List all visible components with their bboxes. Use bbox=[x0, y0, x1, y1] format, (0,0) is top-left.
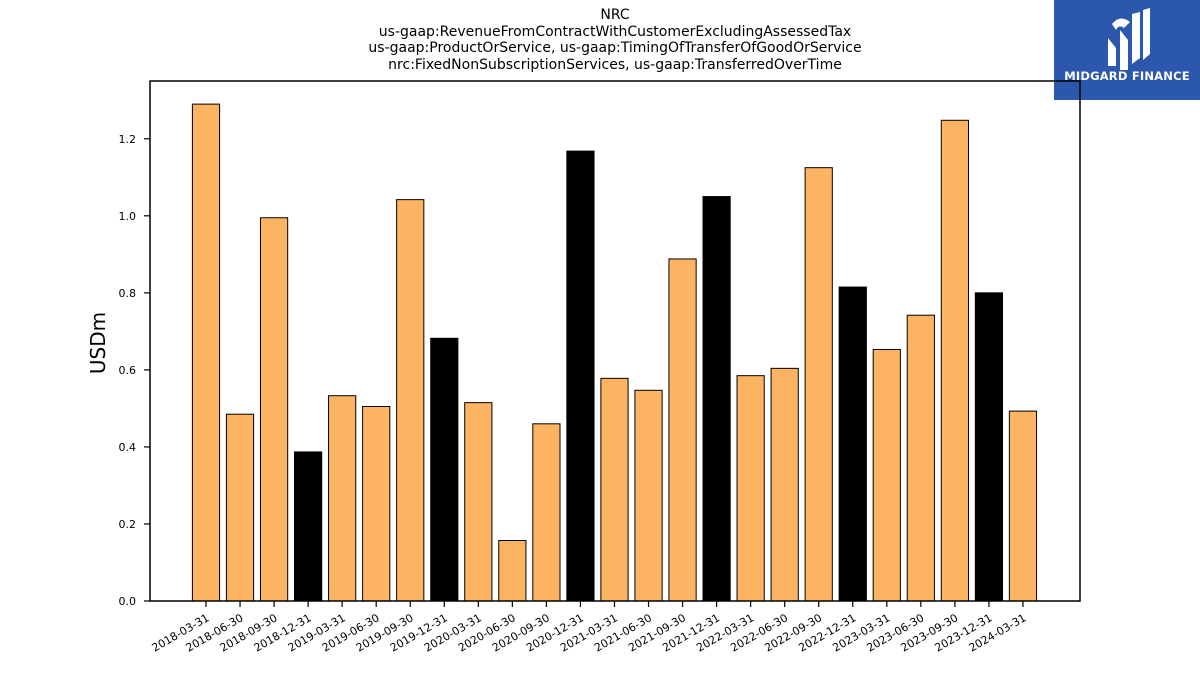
y-tick-label: 0.4 bbox=[119, 441, 137, 454]
bar-2023-09-30 bbox=[940, 119, 969, 602]
bar-2020-03-31 bbox=[464, 402, 493, 602]
chart-title-line-3: us-gaap:ProductOrService, us-gaap:Timing… bbox=[368, 40, 862, 56]
y-tick-label: 0.0 bbox=[119, 595, 137, 608]
bar-2023-03-31 bbox=[872, 348, 901, 602]
y-tick-label: 0.6 bbox=[119, 364, 137, 377]
y-axis: 0.0 0.2 0.4 0.6 0.8 1.0 1.2 bbox=[119, 133, 150, 608]
bar-2020-06-30 bbox=[498, 540, 527, 602]
bar-2018-12-31 bbox=[294, 451, 323, 602]
bar-2021-12-31 bbox=[702, 196, 731, 602]
bar-2022-06-30 bbox=[770, 367, 799, 602]
y-tick-label: 1.0 bbox=[119, 210, 137, 223]
logo-text: MIDGARD FINANCE bbox=[1064, 69, 1190, 83]
bar-2023-06-30 bbox=[906, 314, 935, 602]
bar-2022-09-30 bbox=[804, 167, 833, 602]
bar-2020-12-31 bbox=[566, 150, 595, 602]
bar-2020-09-30 bbox=[532, 423, 561, 602]
bar-2019-06-30 bbox=[362, 405, 391, 602]
bar-2021-09-30 bbox=[668, 258, 697, 602]
chart-title-line-4: nrc:FixedNonSubscriptionServices, us-gaa… bbox=[388, 56, 842, 73]
y-tick-label: 0.8 bbox=[119, 287, 137, 300]
chart-title: NRC us-gaap:RevenueFromContractWithCusto… bbox=[150, 7, 1080, 73]
bar-2018-06-30 bbox=[225, 413, 255, 602]
y-tick-label: 1.2 bbox=[119, 133, 137, 146]
bar-2024-03-31 bbox=[1008, 410, 1038, 602]
bar-2018-09-30 bbox=[259, 217, 289, 602]
bars-group bbox=[191, 103, 1038, 602]
bar-2018-03-31 bbox=[191, 103, 221, 602]
bar-2023-12-31 bbox=[974, 292, 1004, 602]
bar-2019-09-30 bbox=[396, 199, 425, 602]
bar-2022-12-31 bbox=[838, 286, 867, 602]
y-tick-label: 0.2 bbox=[119, 518, 137, 531]
bar-2022-03-31 bbox=[736, 375, 765, 602]
bar-2019-12-31 bbox=[430, 337, 459, 602]
chart-title-line-1: NRC bbox=[600, 7, 630, 23]
y-axis-label: USDm bbox=[86, 312, 110, 374]
midgard-logo-icon bbox=[1108, 8, 1150, 70]
bar-2021-03-31 bbox=[600, 377, 629, 602]
midgard-finance-logo: MIDGARD FINANCE bbox=[1054, 0, 1200, 100]
x-axis: 2018-03-312018-06-302018-09-302018-12-31… bbox=[150, 601, 1028, 655]
bar-2019-03-31 bbox=[328, 395, 357, 602]
bar-2021-06-30 bbox=[634, 389, 663, 602]
chart-title-line-2: us-gaap:RevenueFromContractWithCustomerE… bbox=[378, 23, 852, 40]
